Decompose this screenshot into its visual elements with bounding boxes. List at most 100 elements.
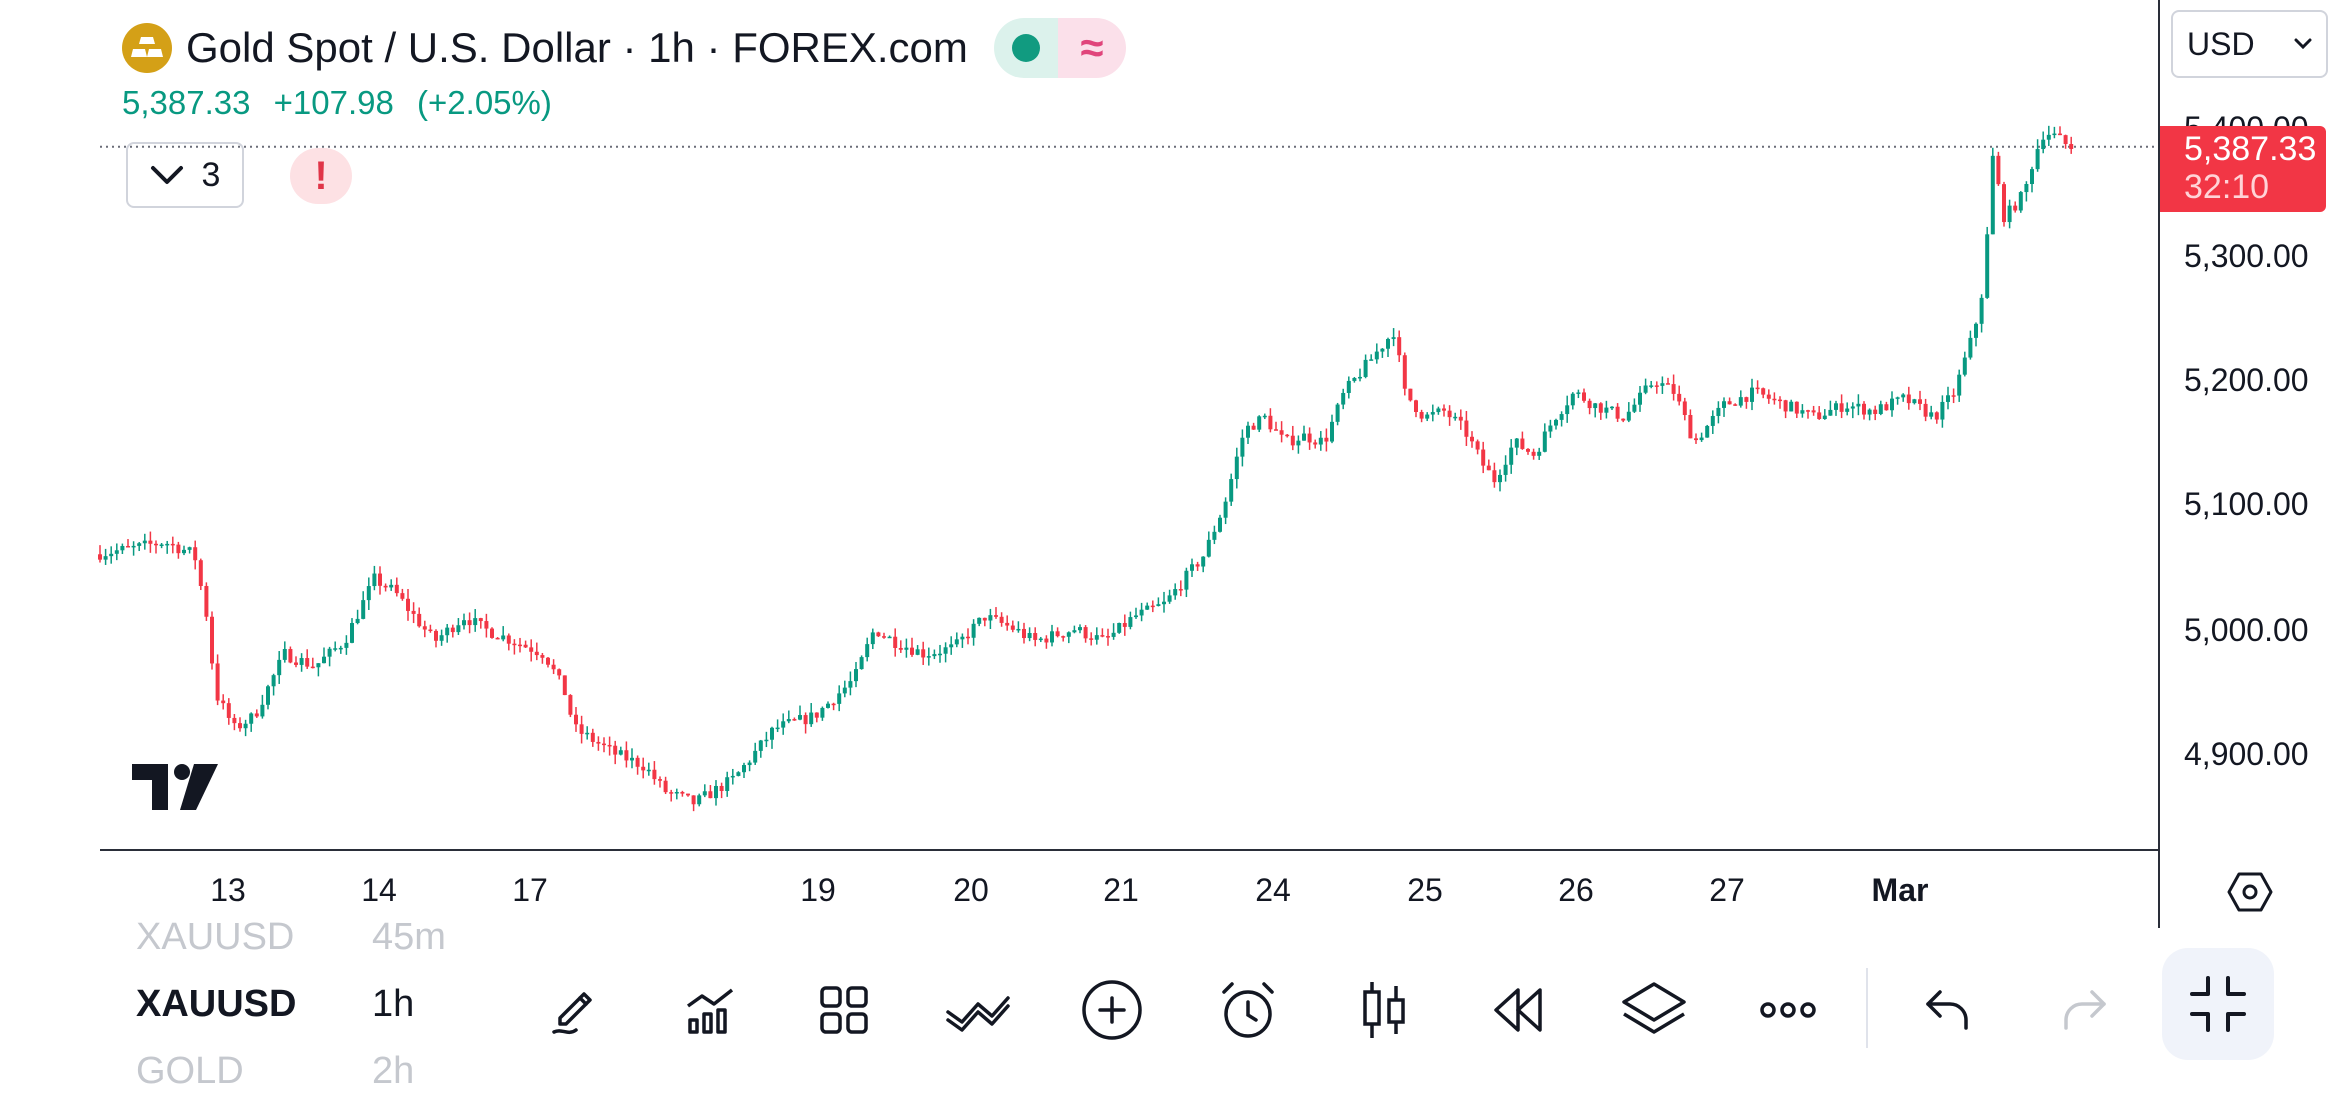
- exit-fullscreen-icon: [2190, 976, 2246, 1032]
- status-indicator[interactable]: ≈: [993, 18, 1126, 78]
- indicators-toggle-button[interactable]: 3: [126, 142, 244, 208]
- candle-down: [2058, 133, 2062, 136]
- candle-up: [915, 649, 920, 655]
- candle-up: [1626, 411, 1631, 421]
- candle-up: [848, 681, 853, 688]
- undo-button[interactable]: [1908, 970, 1988, 1050]
- candle-down: [1044, 638, 1049, 643]
- candle-down: [1772, 398, 1777, 401]
- candle-up: [1206, 539, 1211, 557]
- current-symbol[interactable]: XAUUSD 1h: [136, 983, 414, 1026]
- candle-up: [820, 707, 825, 718]
- candle-down: [1587, 400, 1592, 409]
- candle-up: [1369, 359, 1374, 361]
- candle-down: [1934, 412, 1939, 420]
- market-open-dot-icon: [1011, 34, 1040, 62]
- candlestick-chart[interactable]: [0, 0, 2160, 850]
- currency-select[interactable]: USD: [2171, 10, 2328, 78]
- candle-up: [753, 750, 758, 763]
- candle-down: [529, 647, 534, 652]
- candle-down: [1486, 465, 1491, 471]
- current-price-tag: 5,387.33 32:10: [2160, 126, 2326, 212]
- candle-up: [1386, 338, 1390, 349]
- patterns-button[interactable]: [938, 970, 1018, 1050]
- layouts-button[interactable]: [804, 970, 884, 1050]
- alert-icon[interactable]: !: [290, 148, 352, 204]
- candle-up: [714, 785, 718, 799]
- replay-button[interactable]: [1478, 970, 1558, 1050]
- candle-down: [383, 585, 388, 588]
- candle-up: [1094, 635, 1099, 640]
- candle-down: [1122, 623, 1127, 627]
- candle-up: [159, 544, 164, 547]
- candle-down: [378, 573, 382, 586]
- candle-up: [1738, 397, 1743, 406]
- candle-down: [254, 713, 259, 717]
- candle-down: [478, 618, 483, 622]
- candle-down: [658, 779, 662, 781]
- chart-title[interactable]: Gold Spot / U.S. Dollar · 1h · FOREX.com: [186, 24, 968, 71]
- candle-up: [462, 620, 466, 626]
- candle-down: [1918, 399, 1922, 404]
- candle-down: [1923, 403, 1928, 417]
- candle-up: [1542, 431, 1547, 452]
- bottom-toolbar: XAUUSD 45m XAUUSD 1h GOLD 2h: [0, 916, 2340, 1092]
- candle-down: [176, 544, 181, 554]
- candle-up: [1066, 632, 1071, 637]
- candle-down: [495, 637, 500, 640]
- candle-up: [1593, 403, 1598, 409]
- candle-up: [1111, 632, 1116, 637]
- candle-up: [1554, 419, 1558, 426]
- candle-down: [574, 714, 578, 725]
- candle-down: [1195, 564, 1200, 567]
- candle-down: [193, 547, 198, 561]
- candle-down: [294, 662, 298, 665]
- candle-up: [1240, 437, 1245, 457]
- indicators-count: 3: [201, 155, 221, 194]
- symbol-option[interactable]: GOLD 2h: [136, 1050, 414, 1093]
- candle-up: [618, 750, 623, 755]
- candle-up: [1134, 615, 1138, 618]
- alerts-button[interactable]: [1208, 970, 1288, 1050]
- chart-type-button[interactable]: [1344, 970, 1424, 1050]
- candle-down: [1010, 625, 1015, 630]
- candle-down: [1733, 404, 1738, 406]
- candles-icon: [1363, 982, 1405, 1038]
- candle-down: [1089, 638, 1094, 640]
- candle-up: [1173, 589, 1178, 596]
- candle-down: [490, 628, 494, 638]
- candle-up: [781, 721, 786, 728]
- chart-header: Gold Spot / U.S. Dollar · 1h · FOREX.com…: [122, 18, 1126, 78]
- candle-up: [725, 777, 730, 791]
- symbol-option[interactable]: XAUUSD 45m: [136, 916, 446, 959]
- candle-up: [630, 757, 634, 761]
- candle-down: [803, 715, 808, 725]
- candle-up: [1262, 415, 1267, 418]
- drawing-tools-button[interactable]: [536, 970, 616, 1050]
- candle-up: [2018, 192, 2023, 211]
- candle-up: [1867, 409, 1872, 415]
- layers-button[interactable]: [1614, 970, 1694, 1050]
- candle-up: [1453, 416, 1458, 419]
- replay-icon: [1494, 988, 1542, 1032]
- candle-down: [523, 644, 528, 648]
- candle-down: [1873, 409, 1878, 415]
- add-button[interactable]: [1072, 970, 1152, 1050]
- more-button[interactable]: [1748, 970, 1828, 1050]
- candle-up: [1828, 409, 1833, 416]
- redo-button[interactable]: [2044, 970, 2124, 1050]
- candle-up: [1610, 406, 1614, 409]
- candle-up: [949, 644, 954, 648]
- exit-fullscreen-button[interactable]: [2162, 948, 2274, 1060]
- candle-up: [926, 656, 931, 658]
- chart-settings-button[interactable]: [2222, 864, 2278, 920]
- candle-up: [473, 618, 478, 626]
- candle-down: [1688, 415, 1693, 439]
- candle-up: [842, 687, 847, 694]
- candle-down: [719, 785, 724, 791]
- indicators-button[interactable]: [670, 970, 750, 1050]
- candle-up: [2052, 133, 2057, 136]
- price-change-percent: (+2.05%): [417, 84, 552, 121]
- price-axis-label: 5,200.00: [2184, 362, 2309, 398]
- candle-down: [1531, 451, 1536, 456]
